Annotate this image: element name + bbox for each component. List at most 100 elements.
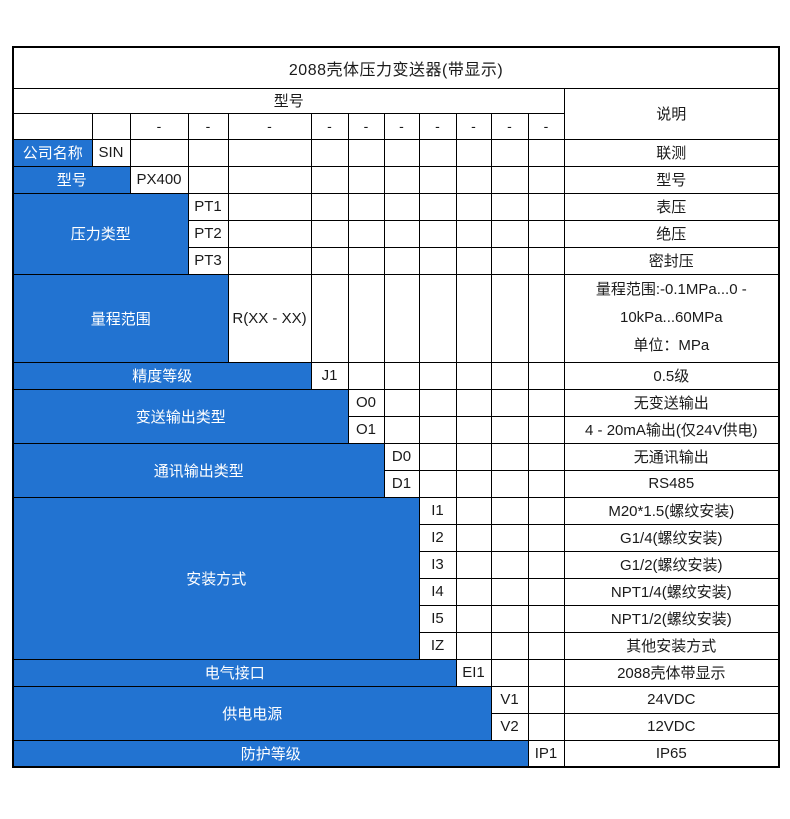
model-empty-cell bbox=[527, 577, 565, 606]
desc-cell-range: 量程范围:-0.1MPa...0 - 10kPa...60MPa 单位：MPa bbox=[563, 273, 780, 363]
code-cell-iz: IZ bbox=[418, 631, 457, 660]
dash-cell: - bbox=[527, 112, 565, 140]
code-cell-i4: I4 bbox=[418, 577, 457, 606]
model-empty-cell bbox=[383, 361, 420, 390]
dash-cell: - bbox=[490, 112, 529, 140]
model-empty-cell bbox=[455, 631, 492, 660]
model-empty-cell bbox=[490, 496, 529, 525]
model-empty-cell bbox=[347, 138, 385, 167]
desc-cell: 12VDC bbox=[563, 712, 780, 741]
model-empty-cell bbox=[418, 246, 457, 275]
code-cell-i5: I5 bbox=[418, 604, 457, 633]
section-label-comm-output: 通讯输出类型 bbox=[12, 442, 385, 498]
model-empty-cell bbox=[383, 388, 420, 417]
range-desc-line2: 10kPa...60MPa bbox=[620, 309, 723, 326]
model-empty-cell bbox=[490, 273, 529, 363]
model-empty-cell bbox=[527, 138, 565, 167]
model-empty-cell bbox=[455, 138, 492, 167]
dash-cell: - bbox=[383, 112, 420, 140]
model-empty-cell bbox=[490, 442, 529, 471]
model-empty-cell bbox=[527, 550, 565, 579]
model-empty-cell bbox=[490, 219, 529, 248]
model-empty-cell bbox=[227, 192, 312, 221]
dash-cell: - bbox=[455, 112, 492, 140]
model-empty-cell bbox=[455, 361, 492, 390]
section-label-pressure-type: 压力类型 bbox=[12, 192, 189, 275]
model-empty-cell bbox=[527, 604, 565, 633]
model-empty-cell bbox=[383, 165, 420, 194]
model-empty-cell bbox=[455, 192, 492, 221]
section-label-transmit-output: 变送输出类型 bbox=[12, 388, 349, 444]
model-empty-cell bbox=[383, 246, 420, 275]
model-empty-cell bbox=[490, 388, 529, 417]
code-cell-d1: D1 bbox=[383, 469, 420, 498]
desc-cell: NPT1/2(螺纹安装) bbox=[563, 604, 780, 633]
section-label-electrical-interface: 电气接口 bbox=[12, 658, 457, 687]
model-empty-cell bbox=[455, 219, 492, 248]
desc-cell: M20*1.5(螺纹安装) bbox=[563, 496, 780, 525]
model-empty-cell bbox=[310, 246, 349, 275]
model-empty-cell bbox=[418, 388, 457, 417]
code-cell-o0: O0 bbox=[347, 388, 385, 417]
model-empty-cell bbox=[455, 577, 492, 606]
model-empty-cell bbox=[383, 219, 420, 248]
model-empty-cell bbox=[527, 219, 565, 248]
model-empty-cell bbox=[490, 604, 529, 633]
dash-cell: - bbox=[187, 112, 229, 140]
model-empty-cell bbox=[383, 192, 420, 221]
desc-cell: 无变送输出 bbox=[563, 388, 780, 417]
model-empty-cell bbox=[527, 685, 565, 714]
code-cell-range: R(XX - XX) bbox=[227, 273, 312, 363]
model-empty-cell bbox=[418, 138, 457, 167]
model-empty-cell bbox=[455, 604, 492, 633]
code-cell-j1: J1 bbox=[310, 361, 349, 390]
desc-cell: 无通讯输出 bbox=[563, 442, 780, 471]
model-empty-cell bbox=[418, 192, 457, 221]
section-label-model: 型号 bbox=[12, 165, 131, 194]
code-cell-pt3: PT3 bbox=[187, 246, 229, 275]
model-empty-cell bbox=[91, 112, 131, 140]
model-empty-cell bbox=[527, 388, 565, 417]
model-empty-cell bbox=[227, 165, 312, 194]
model-empty-cell bbox=[418, 273, 457, 363]
code-cell-d0: D0 bbox=[383, 442, 420, 471]
model-empty-cell bbox=[455, 550, 492, 579]
model-empty-cell bbox=[490, 469, 529, 498]
model-empty-cell bbox=[347, 165, 385, 194]
model-empty-cell bbox=[490, 415, 529, 444]
model-empty-cell bbox=[310, 138, 349, 167]
section-label-protection-rating: 防护等级 bbox=[12, 739, 529, 768]
model-empty-cell bbox=[227, 138, 312, 167]
model-empty-cell bbox=[455, 442, 492, 471]
code-cell-v1: V1 bbox=[490, 685, 529, 714]
code-cell-i3: I3 bbox=[418, 550, 457, 579]
model-empty-cell bbox=[490, 361, 529, 390]
model-empty-cell bbox=[490, 631, 529, 660]
code-cell-sin: SIN bbox=[91, 138, 131, 167]
model-empty-cell bbox=[347, 192, 385, 221]
model-empty-cell bbox=[347, 219, 385, 248]
model-empty-cell bbox=[187, 138, 229, 167]
desc-cell: 4 - 20mA输出(仅24V供电) bbox=[563, 415, 780, 444]
model-empty-cell bbox=[383, 273, 420, 363]
code-cell-pt2: PT2 bbox=[187, 219, 229, 248]
model-empty-cell bbox=[527, 246, 565, 275]
dash-cell: - bbox=[418, 112, 457, 140]
model-empty-cell bbox=[490, 550, 529, 579]
code-cell-pt1: PT1 bbox=[187, 192, 229, 221]
model-header: 型号 bbox=[12, 87, 565, 114]
model-empty-cell bbox=[455, 388, 492, 417]
range-desc-line3: 单位：MPa bbox=[633, 337, 710, 354]
model-empty-cell bbox=[227, 219, 312, 248]
model-empty-cell bbox=[187, 165, 229, 194]
model-empty-cell bbox=[455, 469, 492, 498]
section-label-power-supply: 供电电源 bbox=[12, 685, 492, 741]
dash-cell: - bbox=[347, 112, 385, 140]
model-empty-cell bbox=[227, 246, 312, 275]
model-empty-cell bbox=[455, 273, 492, 363]
code-cell-ip1: IP1 bbox=[527, 739, 565, 768]
model-empty-cell bbox=[527, 361, 565, 390]
model-empty-cell bbox=[490, 577, 529, 606]
desc-cell: 型号 bbox=[563, 165, 780, 194]
desc-cell: RS485 bbox=[563, 469, 780, 498]
